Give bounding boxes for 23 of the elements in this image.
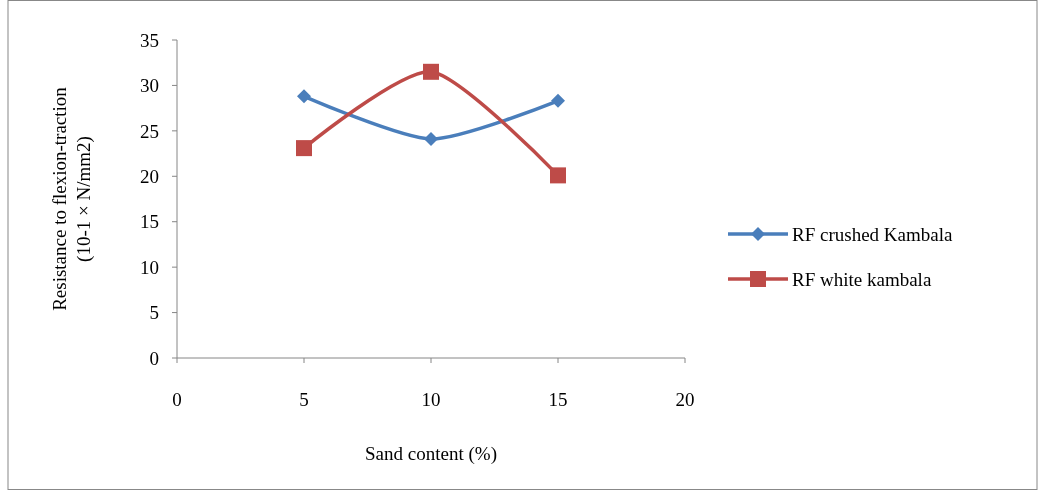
y-tick-label: 15: [140, 211, 159, 233]
y-tick-label: 5: [149, 302, 159, 324]
x-tick-label: 5: [299, 389, 309, 410]
y-axis-title: Resistance to flexion-traction (10-1 × N/mm2): [49, 86, 95, 311]
y-tick-label: 35: [140, 29, 159, 51]
point: [551, 93, 565, 108]
x-axis-title: Sand content (%): [365, 443, 497, 465]
point: [423, 63, 439, 80]
x-tick-label: 20: [675, 389, 695, 410]
x-tick-label: 0: [172, 389, 182, 410]
y-tick-label: 30: [140, 75, 159, 97]
y-tick-label: 25: [140, 120, 159, 142]
point: [550, 167, 566, 184]
point: [297, 89, 311, 104]
legend-label: RF crushed Kambala: [792, 223, 953, 245]
legend-label: RF white kambala: [792, 268, 932, 290]
x-tick-label: 10: [421, 389, 441, 410]
y-tick-label: 10: [140, 256, 159, 278]
point: [296, 140, 312, 157]
y-tick-label: 0: [149, 347, 159, 369]
point: [424, 132, 438, 147]
y-tick-label: 20: [140, 165, 159, 187]
x-tick-label: 15: [548, 389, 568, 410]
